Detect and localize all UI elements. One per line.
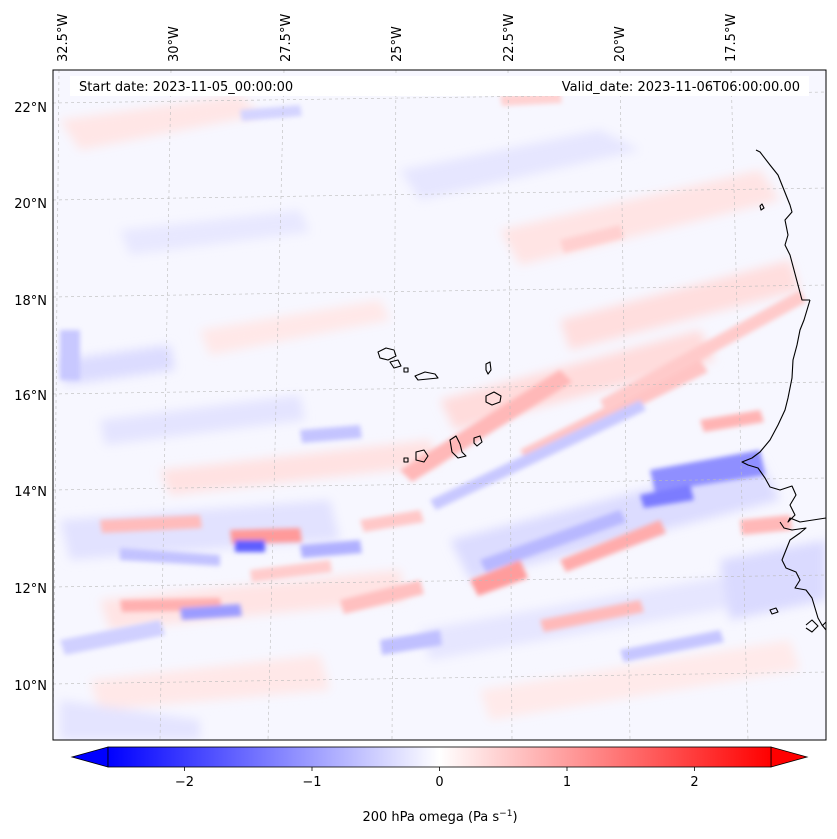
- coastlines: [377, 149, 826, 633]
- colorbar-ticks: −2 −1 0 1 2: [175, 767, 699, 790]
- colorbar-tick-label: 1: [563, 775, 571, 790]
- island-santa-luzia: [403, 367, 409, 373]
- island-santiago: [449, 435, 467, 459]
- island-sao-nicolau: [414, 371, 439, 381]
- island-sal: [485, 361, 492, 375]
- start-date-label: Start date: 2023-11-05_00:00:00: [79, 80, 293, 95]
- coast-islet-2: [769, 607, 779, 615]
- colorbar-title-exponent: −1: [499, 809, 512, 819]
- island-boa-vista: [485, 391, 502, 406]
- coast-islet-1: [759, 203, 765, 211]
- lon-label-17-5w: 17.5°W: [724, 14, 739, 62]
- lat-label-10n: 10°N: [14, 679, 47, 694]
- omega-field-streaks: [60, 92, 806, 662]
- lat-label-12n: 12°N: [14, 582, 47, 597]
- lat-label-14n: 14°N: [14, 485, 47, 500]
- lon-label-22-5w: 22.5°W: [502, 14, 517, 62]
- colorbar-gradient: [107, 746, 772, 768]
- colorbar-title-prefix: 200 hPa omega (Pa s: [362, 810, 499, 825]
- lat-label-22n: 22°N: [14, 101, 47, 116]
- colorbar: −2 −1 0 1 2 200 hPa omega (Pa s−1): [70, 746, 809, 825]
- island-santo-antao: [377, 347, 397, 361]
- lat-label-16n: 16°N: [14, 389, 47, 404]
- lat-label-20n: 20°N: [14, 197, 47, 212]
- lon-label-32-5w: 32.5°W: [56, 14, 71, 62]
- omega-field-broad: [60, 95, 826, 740]
- lon-label-25w: 25°W: [390, 26, 405, 62]
- colorbar-tick-label: 2: [690, 775, 698, 790]
- colorbar-tick-label: −2: [175, 775, 194, 790]
- colorbar-tick-label: −1: [302, 775, 321, 790]
- longitude-labels: 32.5°W 30°W 27.5°W 25°W 22.5°W 20°W 17.5…: [56, 14, 739, 62]
- info-box: [70, 76, 809, 96]
- lon-label-27-5w: 27.5°W: [279, 14, 294, 62]
- colorbar-extend-low: [70, 746, 109, 768]
- africa-coast-north: [755, 149, 810, 301]
- colorbar-extend-high: [770, 746, 809, 768]
- island-brava: [403, 457, 409, 463]
- africa-coastline: [741, 299, 826, 631]
- lon-label-20w: 20°W: [613, 26, 628, 62]
- map-frame: [52, 69, 827, 741]
- colorbar-title: 200 hPa omega (Pa s−1): [362, 809, 517, 825]
- lon-label-30w: 30°W: [167, 26, 182, 62]
- colorbar-tick-label: 0: [435, 775, 443, 790]
- island-sao-vicente: [389, 359, 402, 369]
- omega-map: Start date: 2023-11-05_00:00:00 Valid_da…: [53, 70, 826, 740]
- colorbar-title-suffix: ): [512, 810, 517, 825]
- island-maio: [473, 435, 483, 447]
- valid-date-label: Valid_date: 2023-11-06T06:00:00.00: [562, 80, 800, 95]
- africa-coast-southern: [805, 619, 826, 633]
- island-fogo: [415, 449, 429, 463]
- lat-label-18n: 18°N: [14, 294, 47, 309]
- latitude-labels: 22°N 20°N 18°N 16°N 14°N 12°N 10°N: [14, 101, 47, 694]
